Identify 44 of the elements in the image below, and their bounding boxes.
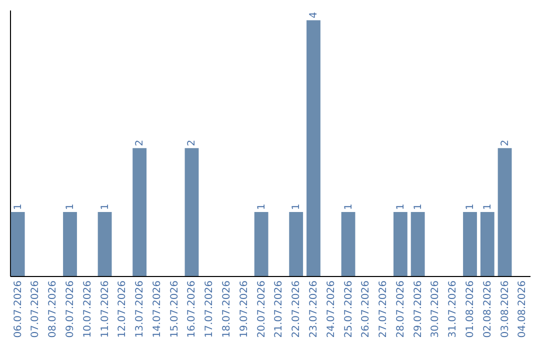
data-label: 1 (256, 204, 268, 210)
x-tick-label: 25.07.2026 (343, 280, 354, 338)
data-label: 1 (12, 204, 24, 210)
data-label: 1 (465, 204, 476, 210)
x-tick-label: 07.07.2026 (30, 280, 42, 338)
x-tick-label: 12.07.2026 (117, 280, 128, 338)
x-tick-label: 23.07.2026 (308, 280, 320, 338)
x-tick-label: 17.07.2026 (204, 280, 216, 338)
x-tick-label: 03.08.2026 (500, 280, 511, 338)
x-tick-label: 20.07.2026 (256, 280, 268, 338)
data-label: 2 (186, 140, 198, 146)
x-tick-label: 28.07.2026 (395, 280, 406, 338)
x-tick-label: 31.07.2026 (448, 280, 459, 338)
data-label: 1 (343, 204, 354, 210)
x-tick-label: 24.07.2026 (326, 280, 337, 338)
x-tick-label: 26.07.2026 (360, 280, 372, 338)
x-tick-label: 11.07.2026 (100, 280, 111, 338)
x-tick-label: 15.07.2026 (169, 280, 180, 338)
data-label: 1 (100, 204, 111, 210)
x-tick-label: 19.07.2026 (238, 280, 250, 338)
x-tick-label: 16.07.2026 (186, 280, 198, 338)
data-label: 1 (395, 204, 406, 210)
x-tick-label: 21.07.2026 (274, 280, 285, 338)
x-tick-label: 10.07.2026 (82, 280, 94, 338)
data-label: 2 (134, 140, 146, 146)
x-tick-label: 13.07.2026 (134, 280, 146, 338)
x-tick-label: 09.07.2026 (65, 280, 76, 338)
x-tick-label: 30.07.2026 (430, 280, 442, 338)
data-label: 1 (291, 204, 302, 210)
x-tick-label: 18.07.2026 (222, 280, 233, 338)
x-tick-label: 08.07.2026 (48, 280, 59, 338)
data-label: 1 (482, 204, 494, 210)
x-tick-label: 06.07.2026 (12, 280, 24, 338)
data-label: 1 (412, 204, 424, 210)
x-tick-label: 01.08.2026 (465, 280, 476, 338)
x-tick-label: 27.07.2026 (378, 280, 390, 338)
data-label: 2 (500, 140, 511, 146)
x-tick-label: 22.07.2026 (291, 280, 302, 338)
x-tick-label: 02.08.2026 (482, 280, 494, 338)
x-tick-label: 29.07.2026 (412, 280, 424, 338)
data-label: 1 (65, 204, 76, 210)
x-tick-label: 14.07.2026 (152, 280, 163, 338)
data-label: 4 (308, 12, 320, 18)
x-tick-label: 04.08.2026 (517, 280, 528, 338)
